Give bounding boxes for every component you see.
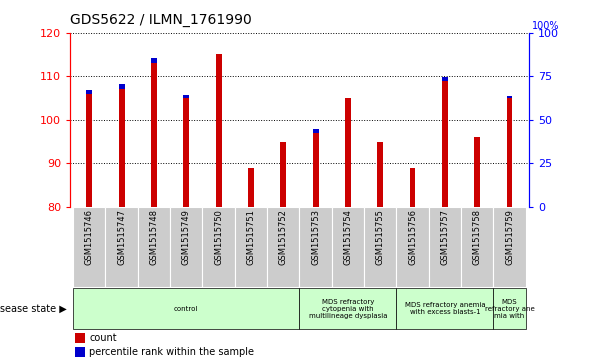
FancyBboxPatch shape (494, 287, 526, 330)
Text: GSM1515756: GSM1515756 (408, 209, 417, 265)
Bar (506, 96, 513, 98)
FancyBboxPatch shape (138, 207, 170, 287)
Bar (313, 133, 319, 207)
FancyBboxPatch shape (267, 207, 300, 287)
Bar (442, 77, 448, 81)
Bar (75, 333, 85, 343)
Text: GSM1515749: GSM1515749 (182, 209, 191, 265)
Bar (280, 142, 286, 207)
FancyBboxPatch shape (73, 207, 105, 287)
Bar (345, 98, 351, 207)
Text: percentile rank within the sample: percentile rank within the sample (89, 347, 254, 357)
Bar (410, 168, 415, 207)
Bar (75, 347, 85, 357)
Text: GSM1515754: GSM1515754 (344, 209, 353, 265)
Bar (506, 98, 513, 207)
Text: MDS refractory
cytopenia with
multilineage dysplasia: MDS refractory cytopenia with multilinea… (309, 298, 387, 319)
FancyBboxPatch shape (494, 207, 526, 287)
Text: GSM1515748: GSM1515748 (150, 209, 159, 265)
Text: MDS refractory anemia
with excess blasts-1: MDS refractory anemia with excess blasts… (404, 302, 485, 315)
FancyBboxPatch shape (300, 287, 396, 330)
FancyBboxPatch shape (73, 287, 300, 330)
Text: GSM1515751: GSM1515751 (246, 209, 255, 265)
Text: disease state ▶: disease state ▶ (0, 303, 67, 314)
Text: GSM1515750: GSM1515750 (214, 209, 223, 265)
Bar (184, 94, 189, 98)
Bar (86, 94, 92, 207)
Bar (184, 98, 189, 207)
Bar (248, 168, 254, 207)
Text: GSM1515758: GSM1515758 (473, 209, 482, 265)
Bar (151, 58, 157, 63)
Text: count: count (89, 334, 117, 343)
Text: GSM1515753: GSM1515753 (311, 209, 320, 265)
FancyBboxPatch shape (396, 287, 494, 330)
Text: GSM1515752: GSM1515752 (279, 209, 288, 265)
FancyBboxPatch shape (396, 207, 429, 287)
Text: GSM1515759: GSM1515759 (505, 209, 514, 265)
FancyBboxPatch shape (461, 207, 494, 287)
Text: 100%: 100% (532, 21, 559, 31)
FancyBboxPatch shape (429, 207, 461, 287)
FancyBboxPatch shape (300, 207, 332, 287)
FancyBboxPatch shape (105, 207, 138, 287)
FancyBboxPatch shape (332, 207, 364, 287)
Bar (474, 137, 480, 207)
FancyBboxPatch shape (170, 207, 202, 287)
Bar (119, 84, 125, 89)
Bar (119, 89, 125, 207)
Bar (216, 54, 221, 207)
Bar (442, 81, 448, 207)
Text: GDS5622 / ILMN_1761990: GDS5622 / ILMN_1761990 (70, 13, 252, 27)
Text: control: control (174, 306, 198, 311)
Text: GSM1515757: GSM1515757 (440, 209, 449, 265)
Text: GSM1515747: GSM1515747 (117, 209, 126, 265)
Bar (313, 129, 319, 133)
Text: MDS
refractory ane
mia with: MDS refractory ane mia with (485, 298, 534, 319)
FancyBboxPatch shape (364, 207, 396, 287)
Text: GSM1515755: GSM1515755 (376, 209, 385, 265)
Bar (151, 63, 157, 207)
Text: GSM1515746: GSM1515746 (85, 209, 94, 265)
FancyBboxPatch shape (235, 207, 267, 287)
Bar (378, 142, 383, 207)
Bar (86, 90, 92, 94)
FancyBboxPatch shape (202, 207, 235, 287)
